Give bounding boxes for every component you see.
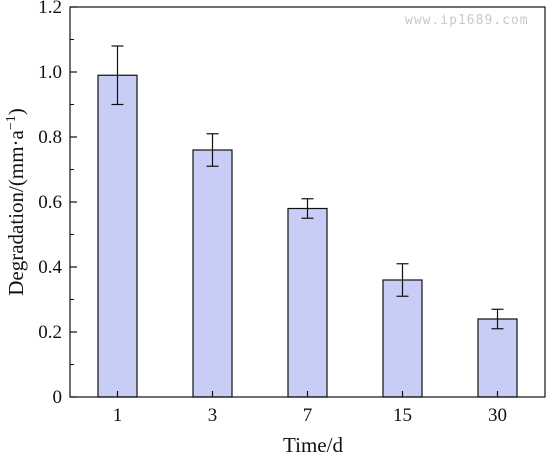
x-tick-label-30: 30 bbox=[488, 405, 507, 426]
y-axis-title-exponent: −1 bbox=[4, 115, 19, 130]
x-axis: 1 3 7 15 30 bbox=[113, 391, 507, 426]
watermark: www.ip1689.com bbox=[405, 13, 529, 28]
bar-7 bbox=[287, 207, 328, 398]
x-tick-label-15: 15 bbox=[393, 405, 412, 426]
y-tick-label-0: 0 bbox=[53, 387, 63, 408]
bar-1 bbox=[97, 74, 138, 398]
x-tick-label-1: 1 bbox=[113, 405, 123, 426]
bar-15 bbox=[382, 279, 423, 398]
x-tick-label-3: 3 bbox=[208, 405, 218, 426]
y-tick-label-2: 0.4 bbox=[38, 257, 62, 278]
y-axis-title-main: Degradation/(mm·a bbox=[4, 129, 28, 295]
y-axis-title-close: ) bbox=[4, 108, 28, 115]
y-tick-label-6: 1.2 bbox=[38, 0, 62, 18]
y-tick-label-5: 1.0 bbox=[38, 62, 62, 83]
bar-3 bbox=[192, 149, 233, 398]
error-bars-layer bbox=[111, 45, 504, 330]
x-axis-title: Time/d bbox=[283, 433, 343, 457]
x-tick-label-7: 7 bbox=[303, 405, 313, 426]
y-axis: 0 0.2 0.4 0.6 0.8 1.0 1.2 bbox=[38, 0, 77, 408]
y-tick-label-1: 0.2 bbox=[38, 322, 62, 343]
bar-30 bbox=[477, 318, 518, 398]
bars-layer bbox=[97, 74, 518, 398]
y-axis-title: Degradation/(mm·a−1) bbox=[4, 108, 28, 296]
y-tick-label-3: 0.6 bbox=[38, 192, 62, 213]
y-tick-label-4: 0.8 bbox=[38, 127, 62, 148]
